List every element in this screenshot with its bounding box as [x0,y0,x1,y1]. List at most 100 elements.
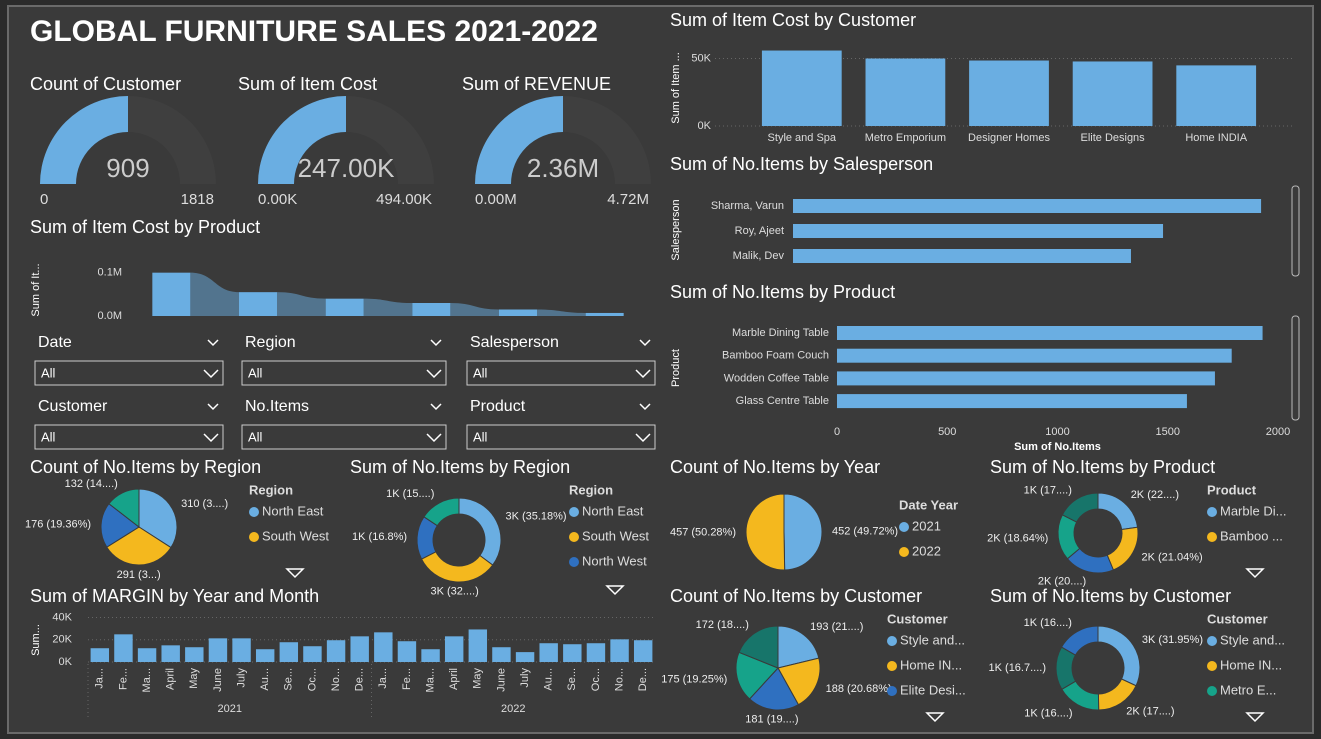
x-tick-label: Fe... [117,668,129,690]
y-tick-label: Marble Dining Table [732,327,829,339]
legend-label[interactable]: 2021 [912,518,941,533]
legend-label[interactable]: Home IN... [1220,657,1282,672]
legend-title: Region [249,482,293,497]
bar [865,58,946,126]
data-label: 2K (17....) [1126,706,1174,718]
data-label: 172 (18....) [696,619,749,631]
chart-title: Sum of No.Items by Customer [990,586,1231,606]
bar [185,647,204,662]
slicer-collapse[interactable] [430,403,442,411]
x-tick-label: Fe... [401,668,413,690]
slicer-value: All [248,429,263,444]
x-tick-label: Ma... [141,668,153,692]
x-tick-label: De... [637,668,649,691]
legend-marker [899,547,909,557]
legend-label[interactable]: North West [582,553,647,568]
legend-label[interactable]: 2022 [912,543,941,558]
gauge-value-label: 2.36M [527,153,599,183]
legend-more[interactable] [925,712,945,723]
legend-label[interactable]: North East [262,503,324,518]
slicer-collapse[interactable] [430,339,442,347]
bar [610,639,629,662]
slicer-title: Date [38,334,72,351]
x-tick-label: Ja... [377,668,389,689]
slice [1061,492,1099,523]
slicer-dropdown[interactable] [466,360,656,386]
legend-more[interactable] [1245,712,1265,723]
bar [793,249,1131,263]
legend-label[interactable]: Style and... [900,632,965,647]
bar [633,640,653,662]
legend-marker [899,522,909,532]
data-label: 181 (19....) [745,714,798,726]
legend-label[interactable]: Metro E... [1220,682,1276,697]
legend-label[interactable]: Style and... [1220,632,1285,647]
data-label: 176 (19.36%) [25,519,91,531]
x-tick-label: Metro Emporium [865,132,946,144]
slice [1060,625,1099,656]
scrollbar[interactable] [1291,315,1300,421]
y-tick-label: Sharma, Varun [711,200,784,212]
y-tick-label: 0K [59,656,73,668]
chart-title: Count of No.Items by Customer [670,586,922,606]
legend-label[interactable]: Marble Di... [1220,503,1286,518]
legend-title: Region [569,482,613,497]
bar [837,371,1215,386]
bar [793,199,1262,213]
x-tick-label: Oc... [590,668,602,691]
slicer-chevron [426,433,442,443]
card-title: Sum of Item Cost [238,74,377,94]
y-tick-label: 40K [52,611,72,623]
legend-label[interactable]: Elite Desi... [900,682,966,697]
legend-more[interactable] [285,568,305,579]
scrollbar[interactable] [1291,185,1300,277]
legend-label[interactable]: Home IN... [900,657,962,672]
x-tick-label: 1000 [1045,426,1069,438]
slice [106,526,172,566]
legend-marker [249,532,259,542]
slicer-collapse[interactable] [207,339,219,347]
gauge-max: 4.72M [607,191,649,208]
slicer-collapse[interactable] [639,403,651,411]
slicer-dropdown[interactable] [466,424,656,450]
slice [423,497,460,527]
chart-title: Count of No.Items by Year [670,457,880,477]
slicer-value: All [473,429,488,444]
x-tick-label: No... [330,668,342,691]
slicer-dropdown[interactable] [241,424,447,450]
x-group-label: 2021 [218,703,242,715]
legend-more[interactable] [1245,568,1265,579]
data-label: 1K (16.8%) [352,531,407,543]
slicer-dropdown[interactable] [34,360,224,386]
gauge-min: 0.00K [258,191,297,208]
data-label: 175 (19.25%) [661,673,727,685]
x-tick-label: No... [613,668,625,691]
slicer-collapse[interactable] [207,403,219,411]
slicer-dropdown[interactable] [241,360,447,386]
dashboard-title: GLOBAL FURNITURE SALES 2021-2022 [30,15,598,48]
slicer-title: Salesperson [470,334,559,351]
legend-label[interactable]: South West [262,528,329,543]
data-label: 1K (16.7....) [989,662,1046,674]
data-label: 3K (31.95%) [1142,634,1203,646]
legend-title: Customer [1207,611,1268,626]
y-axis-label: Sum... [30,624,42,656]
x-tick-label: Se... [566,668,578,691]
x-tick-label: June [495,668,507,692]
legend-label[interactable]: South West [582,528,649,543]
legend-label[interactable]: North East [582,503,644,518]
legend-label[interactable]: Bamboo ... [1220,528,1283,543]
slicer-dropdown[interactable] [34,424,224,450]
legend-more[interactable] [605,585,625,596]
slicer-chevron [426,369,442,379]
gauge-value [475,96,563,184]
y-tick-label: Roy, Ajeet [735,225,784,237]
data-label: 1K (15....) [386,488,434,500]
bar [539,643,558,662]
bar [444,636,464,662]
legend-more-buttons [285,568,1265,723]
slicer-collapse[interactable] [639,339,651,347]
legend-marker [1207,636,1217,646]
bar [350,636,369,662]
chart-title: Sum of No.Items by Product [990,457,1215,477]
